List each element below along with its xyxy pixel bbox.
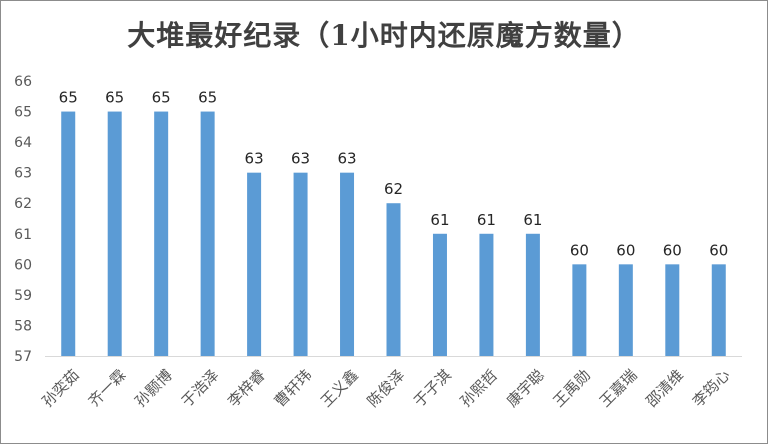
y-tick-label: 60 <box>14 257 32 273</box>
y-tick-label: 61 <box>14 227 32 243</box>
category-label: 于浩泽 <box>178 366 223 411</box>
data-label: 61 <box>523 211 542 229</box>
category-label: 孙熙哲 <box>457 366 502 411</box>
y-axis: 57 58 59 60 61 62 63 64 65 66 <box>14 74 32 365</box>
y-tick-label: 63 <box>14 166 32 182</box>
y-tick-label: 57 <box>14 349 32 365</box>
category-label: 于子淇 <box>410 366 455 411</box>
data-label: 65 <box>152 89 171 107</box>
bar <box>572 264 587 356</box>
category-label: 孙奕茹 <box>38 366 83 411</box>
data-label: 61 <box>430 211 449 229</box>
category-label: 李筠心 <box>689 366 734 411</box>
data-labels: 65 65 65 65 63 63 63 62 61 61 61 60 60 60 60 <box>59 89 729 260</box>
data-label: 65 <box>59 89 78 107</box>
y-tick-label: 65 <box>14 105 32 121</box>
data-label: 63 <box>291 150 310 168</box>
category-label: 齐一霖 <box>85 366 130 411</box>
bar <box>386 203 401 356</box>
data-label: 60 <box>570 241 589 259</box>
category-label: 康宇聪 <box>503 366 548 411</box>
bar <box>618 264 633 356</box>
data-label: 60 <box>616 241 635 259</box>
data-label: 65 <box>198 89 217 107</box>
data-label: 61 <box>477 211 496 229</box>
bar <box>293 172 308 356</box>
y-tick-label: 66 <box>14 74 32 90</box>
data-label: 63 <box>337 150 356 168</box>
chart-title: 大堆最好纪录（1小时内还原魔方数量） <box>127 19 641 52</box>
bar <box>665 264 680 356</box>
data-label: 65 <box>105 89 124 107</box>
data-label: 60 <box>709 241 728 259</box>
category-label: 孙颢博 <box>131 366 176 411</box>
data-label: 62 <box>384 180 403 198</box>
y-tick-label: 59 <box>14 288 32 304</box>
bar <box>432 233 447 356</box>
category-label: 王禹勋 <box>550 366 595 411</box>
category-labels: 孙奕茹 齐一霖 孙颢博 于浩泽 李梓睿 曹轩玮 王义鑫 陈俊泽 于子淇 孙熙哲 康宇聪 王禹勋 王嘉瑞邵… <box>38 366 733 411</box>
y-tick-label: 62 <box>14 196 32 212</box>
data-label: 60 <box>663 241 682 259</box>
y-tick-label: 64 <box>14 135 32 151</box>
bar <box>154 111 169 356</box>
category-label: 王嘉瑞 <box>596 366 641 411</box>
bar <box>200 111 215 356</box>
category-label: 曹轩玮 <box>271 366 316 411</box>
category-label: 陈俊泽 <box>364 366 409 411</box>
category-label: 邵清维 <box>642 366 687 411</box>
data-label: 63 <box>245 150 264 168</box>
bar <box>479 233 494 356</box>
bar <box>247 172 262 356</box>
category-label: 李梓睿 <box>224 366 269 411</box>
y-tick-label: 58 <box>14 318 32 334</box>
bar <box>107 111 122 356</box>
bar <box>61 111 76 356</box>
bar <box>711 264 726 356</box>
category-label: 王义鑫 <box>317 366 362 411</box>
bars <box>61 111 726 356</box>
bar <box>525 233 540 356</box>
bar <box>340 172 355 356</box>
